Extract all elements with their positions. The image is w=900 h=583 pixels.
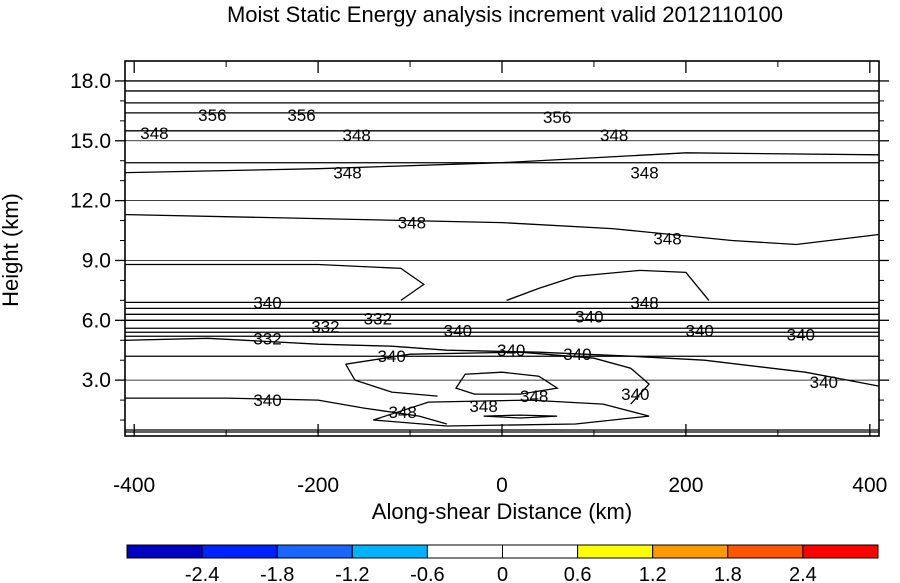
chart-title: Moist Static Energy analysis increment v…: [227, 2, 783, 27]
x-tick-label: 0: [496, 474, 508, 497]
x-tick-label: -200: [297, 474, 339, 497]
colorbar-swatch: [426, 544, 503, 559]
contour-label: 332: [364, 309, 392, 328]
colorbar-swatch: [802, 544, 879, 559]
contour-label: 348: [630, 164, 658, 183]
colorbar-label: -0.6: [410, 564, 444, 583]
contour-line: [345, 351, 651, 405]
contour-label: 332: [253, 329, 281, 348]
colorbar-label: 2.4: [789, 564, 817, 583]
x-tick-label: -400: [113, 474, 155, 497]
y-axis-label: Height (km): [0, 193, 23, 307]
y-axis: 3.0 6.0 9.0 12.0 15.0 18.0: [70, 70, 889, 421]
contour-label: 348: [600, 126, 628, 145]
contour-label: 340: [810, 373, 838, 392]
contour-closed: [454, 371, 559, 395]
y-tick-label: 15.0: [70, 130, 111, 153]
y-tick-label: 9.0: [82, 249, 111, 272]
colorbar-swatch: [126, 544, 203, 559]
colorbar-label: 1.8: [714, 564, 742, 583]
contour-label: 340: [497, 341, 525, 360]
colorbar-label: 0.6: [564, 564, 592, 583]
x-tick-label: 400: [852, 474, 887, 497]
contour-label: 348: [333, 164, 361, 183]
contour-label: 348: [389, 403, 417, 422]
colorbar-swatch: [276, 544, 353, 559]
x-axis-label: Along-shear Distance (km): [372, 499, 632, 524]
contour-label: 340: [686, 321, 714, 340]
colorbar-label: -2.4: [185, 564, 219, 583]
contour-label: 356: [198, 106, 226, 125]
contour-line: [345, 363, 438, 397]
contour-label: 340: [253, 293, 281, 312]
contour-line: [125, 263, 425, 301]
contour-closed: [373, 399, 650, 427]
plot-area: [125, 61, 879, 436]
colorbar-swatch: [577, 544, 654, 559]
contour-closed: [483, 414, 558, 419]
contour-label: 356: [287, 106, 315, 125]
colorbar-swatch: [652, 544, 729, 559]
x-axis: -400 -200 0 200 400: [113, 61, 887, 497]
colorbar: -2.4 -1.8 -1.2 -0.6 0 0.6 1.2 1.8 2.4: [126, 544, 879, 583]
colorbar-swatch: [351, 544, 428, 559]
colorbar-label: -1.8: [260, 564, 294, 583]
contour-label: 348: [469, 397, 497, 416]
colorbar-swatch: [201, 544, 278, 559]
y-tick-label: 12.0: [70, 190, 111, 213]
contour-line: [124, 213, 880, 246]
contour-label: 348: [653, 230, 681, 249]
y-tick-label: 3.0: [82, 369, 111, 392]
contour-label: 340: [575, 307, 603, 326]
contour-label: 340: [787, 325, 815, 344]
contour-line: [506, 269, 710, 302]
contour-label: 340: [621, 385, 649, 404]
contour-line: [124, 152, 880, 174]
contour-label: 340: [563, 345, 591, 364]
contour-line: [125, 397, 447, 425]
contour-label: 348: [140, 124, 168, 143]
colorbar-swatch: [727, 544, 804, 559]
contour-label: 340: [444, 321, 472, 340]
colorbar-swatch: [502, 544, 579, 559]
contour-label: 348: [398, 214, 426, 233]
contour-label: 348: [343, 126, 371, 145]
colorbar-label: -1.2: [335, 564, 369, 583]
colorbar-label: 1.2: [639, 564, 667, 583]
contour-label: 340: [377, 347, 405, 366]
contour-label: 348: [630, 293, 658, 312]
contour-label: 340: [253, 391, 281, 410]
contour-label: 332: [311, 317, 339, 336]
contour-label: 348: [520, 387, 548, 406]
y-tick-label: 18.0: [70, 70, 111, 93]
y-tick-label: 6.0: [82, 309, 111, 332]
x-tick-label: 200: [668, 474, 703, 497]
contour-label: 356: [543, 108, 571, 127]
contour-line: [124, 337, 880, 387]
colorbar-label: 0: [497, 564, 508, 583]
